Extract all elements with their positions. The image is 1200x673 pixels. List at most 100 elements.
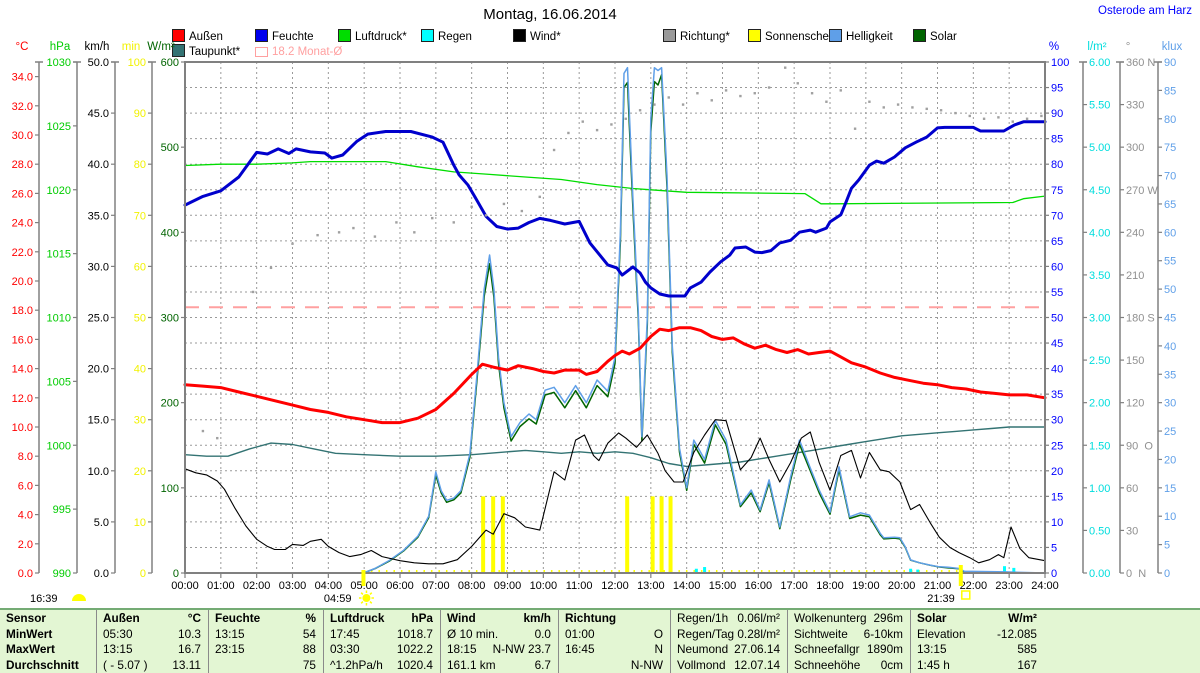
legend-item-wind[interactable]: Wind* <box>513 27 561 43</box>
legend-item-taupunkt[interactable]: Taupunkt* <box>172 42 241 58</box>
svg-text:0: 0 <box>1051 568 1057 580</box>
axis-unit-deg: ° <box>1126 41 1131 53</box>
svg-text:600: 600 <box>161 57 179 69</box>
stats-cell-feuchte-3: 75 <box>302 657 316 672</box>
legend-swatch-luftdruck-icon <box>338 29 351 42</box>
legend-item-regen[interactable]: Regen <box>421 27 472 43</box>
legend-swatch-wind-icon <box>513 29 526 42</box>
legend-item-helligkeit[interactable]: Helligkeit <box>829 27 893 43</box>
stats-cell-wind-3: 161.1 km 6.7 <box>447 657 551 672</box>
stats-cell-wolken-2: Schneefallgr 1890m <box>794 642 903 656</box>
svg-text:50: 50 <box>134 313 146 325</box>
legend-swatch-sonnenschein-icon <box>748 29 761 42</box>
weather-chart: 0.0 2.0 4.0 6.0 8.0 10.0 12.0 14.0 16.0 18.0 20.0 2… <box>12 41 1182 606</box>
svg-text:25: 25 <box>1051 440 1063 452</box>
svg-text:2.50: 2.50 <box>1089 355 1110 367</box>
svg-text:70: 70 <box>1164 171 1176 183</box>
legend-item-sonnenschein[interactable]: Sonnenschein <box>748 27 838 43</box>
svg-text:65: 65 <box>1164 199 1176 211</box>
svg-text:19:00: 19:00 <box>852 580 880 592</box>
svg-text:3.00: 3.00 <box>1089 313 1110 325</box>
axis-wm2: 0 100 200 300 400 500 600 W/m² <box>147 41 185 580</box>
svg-text:34.0: 34.0 <box>12 72 33 84</box>
legend-label-solar: Solar <box>930 31 957 43</box>
stats-row-label: MinWert <box>6 626 53 641</box>
svg-text:1010: 1010 <box>47 313 71 325</box>
stats-cell-feuchte-1: 13:15 54 <box>215 626 316 641</box>
series-wind-line <box>184 419 1046 565</box>
chart-legend: Außen Feuchte Luftdruck* Regen Wind* Richtung… <box>0 0 1200 58</box>
svg-text:1005: 1005 <box>47 376 71 388</box>
legend-swatch-regen-icon <box>421 29 434 42</box>
legend-label-regen: Regen <box>438 31 472 43</box>
svg-text:12:00: 12:00 <box>601 580 629 592</box>
svg-text:70: 70 <box>134 210 146 222</box>
svg-text:60: 60 <box>1126 483 1138 495</box>
legend-item-feuchte[interactable]: Feuchte <box>255 27 314 43</box>
legend-item-richtung[interactable]: Richtung* <box>663 27 730 43</box>
svg-text:15: 15 <box>1164 483 1176 495</box>
svg-text:270 W: 270 W <box>1126 185 1158 197</box>
station-location[interactable]: Osterode am Harz <box>1098 5 1192 17</box>
stats-table: Sensor MinWert MaxWert Durchschnitt Außen °C 0… <box>0 608 1200 673</box>
legend-item-luftdruck[interactable]: Luftdruck* <box>338 27 407 43</box>
svg-text:2.00: 2.00 <box>1089 398 1110 410</box>
plot-grid <box>185 62 1045 573</box>
legend-item-aussen[interactable]: Außen <box>172 27 223 43</box>
svg-text:20: 20 <box>134 466 146 478</box>
svg-text:08:00: 08:00 <box>458 580 486 592</box>
svg-text:5: 5 <box>1164 540 1170 552</box>
stats-cell-wolken-3: Schneehöhe 0cm <box>794 657 903 672</box>
legend-swatch-feuchte-icon <box>255 29 268 42</box>
svg-text:50.0: 50.0 <box>88 57 109 69</box>
svg-text:01:00: 01:00 <box>207 580 235 592</box>
stats-cell-regen-1: Regen/Tag 0.28l/m² <box>677 626 780 641</box>
stats-row-label: Durchschnitt <box>6 657 79 672</box>
svg-text:0.0: 0.0 <box>94 568 109 580</box>
svg-text:200: 200 <box>161 398 179 410</box>
axis-time: 00:0001:0002:0003:0004:0005:0006:0007:00… <box>171 573 1059 592</box>
svg-text:75: 75 <box>1164 142 1176 154</box>
svg-text:40: 40 <box>134 364 146 376</box>
svg-text:50: 50 <box>1164 284 1176 296</box>
svg-text:4.00: 4.00 <box>1089 227 1110 239</box>
legend-label-monat: 18.2 Monat-Ø <box>272 46 343 58</box>
stats-cell-wind-0: Wind km/h <box>447 611 551 625</box>
legend-item-solar[interactable]: Solar <box>913 27 957 43</box>
svg-text:5: 5 <box>1051 542 1057 554</box>
svg-text:25: 25 <box>1164 426 1176 438</box>
moon-time: 16:39 <box>30 593 58 605</box>
stats-cell-aussen-3: ( - 5.07 ) 13.11 <box>103 657 201 672</box>
legend-swatch-taupunkt-icon <box>172 44 185 57</box>
stats-cell-regen-2: Neumond 27.06.14 <box>677 642 780 656</box>
legend-swatch-solar-icon <box>913 29 926 42</box>
svg-text:330: 330 <box>1126 100 1144 112</box>
svg-text:03:00: 03:00 <box>279 580 307 592</box>
svg-text:360 N: 360 N <box>1126 57 1155 69</box>
svg-text:45.0: 45.0 <box>88 108 109 120</box>
svg-text:24:00: 24:00 <box>1031 580 1059 592</box>
legend-item-monat[interactable]: 18.2 Monat-Ø <box>255 42 343 58</box>
axis-hpa: 990 995 1000 1005 1010 1015 1020 1025 1030 hPa <box>47 41 81 580</box>
sunset-time: 21:39 <box>927 593 955 605</box>
svg-text:3.50: 3.50 <box>1089 270 1110 282</box>
stats-cell-richtung-2: 16:45 N <box>565 642 663 656</box>
svg-text:40.0: 40.0 <box>88 159 109 171</box>
svg-text:0.50: 0.50 <box>1089 525 1110 537</box>
legend-label-richtung: Richtung* <box>680 31 730 43</box>
svg-text:75: 75 <box>1051 185 1063 197</box>
stats-row-label: MaxWert <box>6 642 55 656</box>
legend-label-taupunkt: Taupunkt* <box>189 46 241 58</box>
svg-text:20: 20 <box>1164 454 1176 466</box>
svg-text:15: 15 <box>1051 491 1063 503</box>
svg-text:8.0: 8.0 <box>18 451 33 463</box>
svg-text:21:00: 21:00 <box>924 580 952 592</box>
svg-text:85: 85 <box>1164 85 1176 97</box>
axis-min: 0 10 20 30 40 50 60 70 80 90 100 min <box>122 41 156 580</box>
svg-text:60: 60 <box>134 261 146 273</box>
svg-text:04:00: 04:00 <box>315 580 343 592</box>
svg-text:1000: 1000 <box>47 440 71 452</box>
svg-text:22:00: 22:00 <box>960 580 988 592</box>
svg-text:100: 100 <box>128 57 146 69</box>
